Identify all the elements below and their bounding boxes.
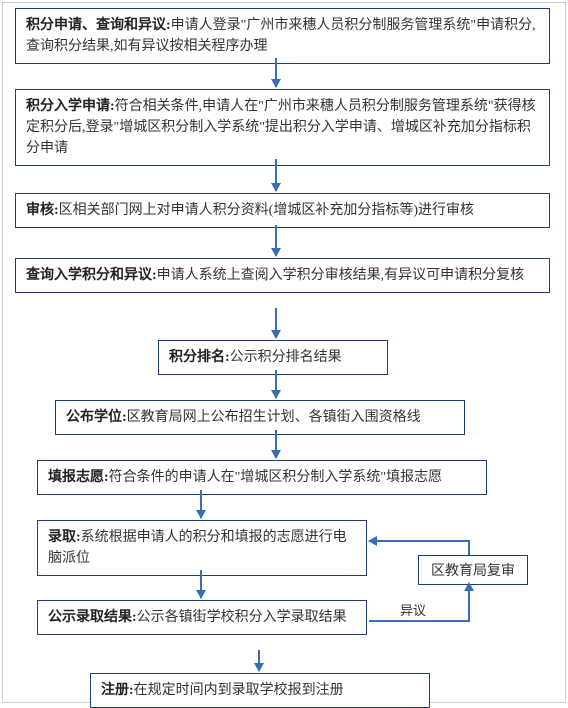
arrow-2-3 <box>275 159 277 191</box>
arrow-6-7 <box>275 430 277 458</box>
node-rank: 积分排名:公示积分排名结果 <box>158 340 388 375</box>
node-body: 符合条件的申请人在"增城区积分制入学系统"填报志愿 <box>109 470 442 485</box>
node-title: 公示录取结果: <box>48 610 137 625</box>
node-publish-result: 公示录取结果:公示各镇街学校积分入学录取结果 <box>37 600 367 635</box>
node-admit: 录取:系统根据申请人的积分和填报的志愿进行电脑派位 <box>37 520 367 576</box>
node-body: 区教育局复审 <box>431 564 515 579</box>
arrow-7-8 <box>200 490 202 518</box>
feedback-arrowhead-up <box>464 582 474 591</box>
feedback-v2 <box>468 540 470 555</box>
arrow-5-6 <box>275 370 277 398</box>
node-fill-pref: 填报志愿:符合条件的申请人在"增城区积分制入学系统"填报志愿 <box>37 460 487 495</box>
arrow-9-10 <box>258 650 260 671</box>
node-title: 注册: <box>101 683 134 698</box>
objection-label: 异议 <box>400 600 426 619</box>
node-audit: 审核:区相关部门网上对申请人积分资料(增城区补充加分指标等)进行审核 <box>15 193 550 228</box>
node-title: 公布学位: <box>66 410 127 425</box>
node-title: 积分申请、查询和异议: <box>26 18 171 33</box>
node-publish-seats: 公布学位:区教育局网上公布招生计划、各镇街入围资格线 <box>55 400 465 435</box>
node-apply-query: 积分申请、查询和异议:申请人登录"广州市来穗人员积分制服务管理系统"申请积分,查… <box>15 8 550 64</box>
node-query-score: 查询入学积分和异议:申请人系统上查阅入学积分审核结果,有异议可申请积分复核 <box>15 258 550 293</box>
node-body: 区相关部门网上对申请人积分资料(增城区补充加分指标等)进行审核 <box>59 203 474 218</box>
node-body: 在规定时间内到录取学校报到注册 <box>134 683 344 698</box>
node-body: 申请人系统上查阅入学积分审核结果,有异议可申请积分复核 <box>157 268 525 283</box>
node-enroll-apply: 积分入学申请:符合相关条件,申请人在"广州市来穗人员积分制服务管理系统"获得核定… <box>15 89 550 166</box>
node-review: 区教育局复审 <box>418 555 528 585</box>
node-title: 填报志愿: <box>48 470 109 485</box>
arrow-3-4 <box>275 225 277 256</box>
node-title: 积分入学申请: <box>26 99 115 114</box>
arrow-8-9 <box>200 570 202 598</box>
node-register: 注册:在规定时间内到录取学校报到注册 <box>90 673 430 708</box>
flowchart-container: 积分申请、查询和异议:申请人登录"广州市来穗人员积分制服务管理系统"申请积分,查… <box>0 0 568 705</box>
node-title: 录取: <box>48 530 81 545</box>
node-body: 公示各镇街学校积分入学录取结果 <box>137 610 347 625</box>
node-body: 区教育局网上公布招生计划、各镇街入围资格线 <box>127 410 421 425</box>
node-title: 积分排名: <box>169 350 230 365</box>
arrow-4-5 <box>275 308 277 338</box>
feedback-h1 <box>369 620 470 622</box>
node-body: 公示积分排名结果 <box>230 350 342 365</box>
node-title: 查询入学积分和异议: <box>26 268 157 283</box>
node-title: 审核: <box>26 203 59 218</box>
arrow-1-2 <box>275 58 277 87</box>
feedback-h2 <box>369 540 469 542</box>
node-body: 系统根据申请人的积分和填报的志愿进行电脑派位 <box>48 530 347 566</box>
